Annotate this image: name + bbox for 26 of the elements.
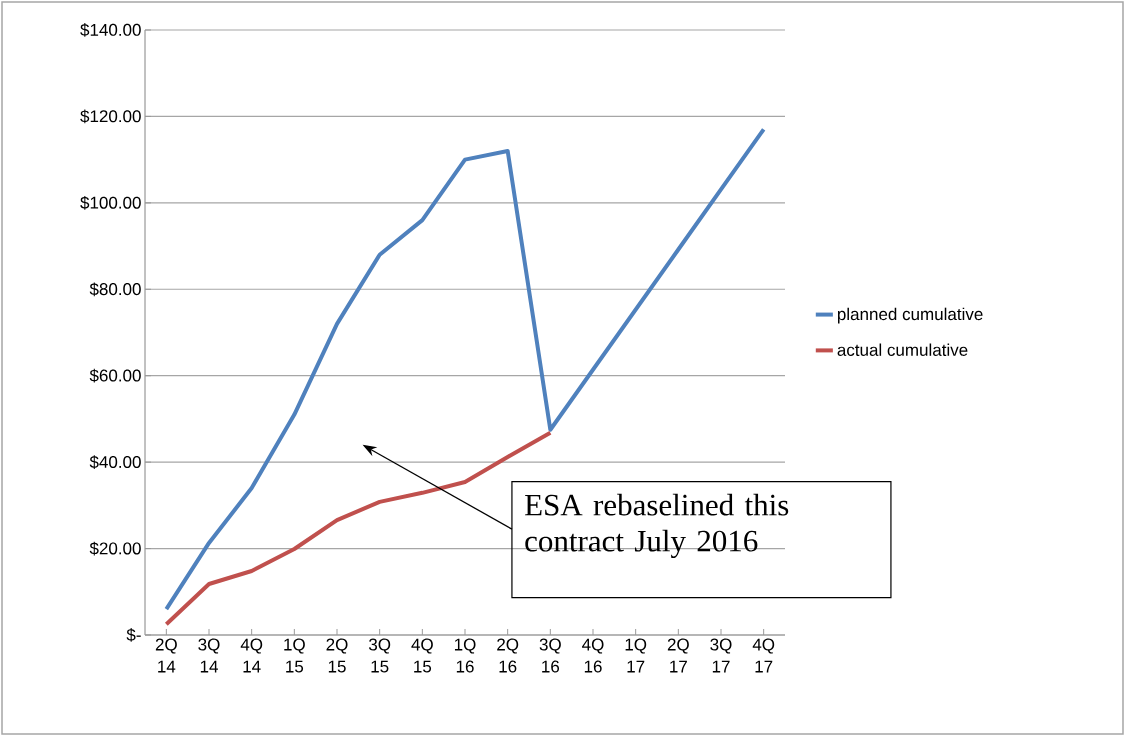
x-tick-label: 3Q 17 bbox=[710, 638, 732, 673]
x-tick-label: 3Q 16 bbox=[539, 638, 561, 673]
x-tick-label: 1Q 16 bbox=[454, 638, 476, 673]
y-tick-label: $20.00 bbox=[89, 541, 141, 556]
y-tick-label: $140.00 bbox=[80, 23, 141, 37]
x-tick-label: 2Q 14 bbox=[155, 638, 177, 673]
x-tick-label: 1Q 15 bbox=[284, 638, 305, 673]
y-tick-label: $40.00 bbox=[89, 455, 141, 470]
legend-label: planned cumulative bbox=[837, 307, 983, 324]
x-tick-label: 2Q 17 bbox=[667, 638, 689, 673]
y-tick-label: $- bbox=[126, 628, 141, 642]
x-tick-label: 4Q 14 bbox=[240, 638, 263, 673]
x-tick-label: 2Q 16 bbox=[497, 638, 519, 673]
x-tick-label: 4Q 15 bbox=[411, 638, 433, 673]
annotation: ESA rebaselined this contract July 2016 bbox=[525, 493, 789, 558]
y-tick-label: $80.00 bbox=[89, 282, 141, 297]
x-tick-label: 3Q 15 bbox=[368, 638, 391, 673]
y-tick-label: $60.00 bbox=[89, 368, 141, 383]
x-tick-label: 1Q 17 bbox=[625, 638, 647, 673]
x-tick-label: 4Q 16 bbox=[582, 638, 604, 673]
legend-label: actual cumulative bbox=[837, 343, 968, 356]
x-tick-label: 4Q 17 bbox=[752, 638, 775, 673]
y-tick-label: $120.00 bbox=[80, 109, 141, 124]
y-tick-label: $100.00 bbox=[80, 195, 141, 210]
x-tick-label: 2Q 15 bbox=[326, 638, 348, 673]
x-tick-label: 3Q 14 bbox=[198, 638, 220, 673]
